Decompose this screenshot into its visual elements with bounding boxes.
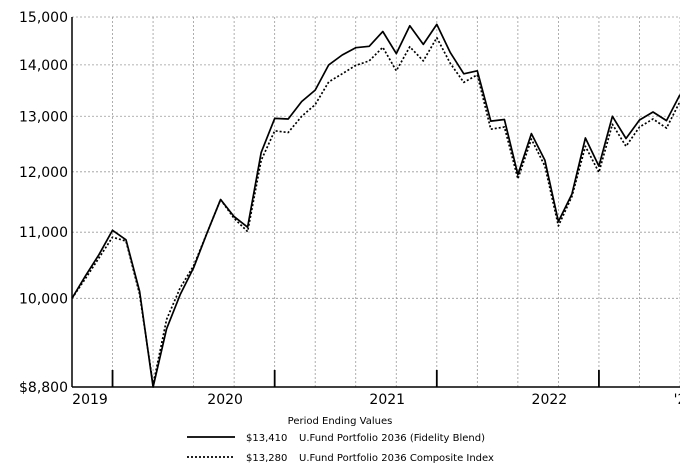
y-tick-label: 13,000 xyxy=(19,109,68,125)
legend-value-composite-index: $13,280 xyxy=(246,453,287,464)
plot-frame xyxy=(71,17,680,388)
legend-title: Period Ending Values xyxy=(288,416,393,427)
series-line-fidelity-blend xyxy=(71,23,680,388)
legend: Period Ending Values $13,410 U.Fund Port… xyxy=(187,416,494,464)
y-tick-label: 14,000 xyxy=(19,58,68,74)
x-tick-label: '23 xyxy=(674,392,680,408)
grid-lines xyxy=(72,16,680,388)
series-line-composite-index xyxy=(71,36,680,386)
y-tick-label: 12,000 xyxy=(19,165,68,181)
legend-label-fidelity-blend: U.Fund Portfolio 2036 (Fidelity Blend) xyxy=(299,433,485,444)
series-lines xyxy=(71,23,680,388)
x-tick-label: 2021 xyxy=(369,392,405,408)
x-tick-label: 2020 xyxy=(207,392,243,408)
x-axis: 2019 2020 2021 2022 '23 xyxy=(72,370,680,408)
y-tick-label: $8,800 xyxy=(19,380,68,396)
y-tick-label: 15,000 xyxy=(19,10,68,26)
x-tick-label: 2019 xyxy=(72,392,108,408)
y-tick-label: 11,000 xyxy=(19,225,68,241)
x-tick-label: 2022 xyxy=(532,392,568,408)
y-axis: 15,000 14,000 13,000 12,000 11,000 10,000 $8,8… xyxy=(19,10,68,396)
legend-label-composite-index: U.Fund Portfolio 2036 Composite Index xyxy=(299,453,494,464)
y-tick-label: 10,000 xyxy=(19,291,68,307)
legend-value-fidelity-blend: $13,410 xyxy=(246,433,287,444)
